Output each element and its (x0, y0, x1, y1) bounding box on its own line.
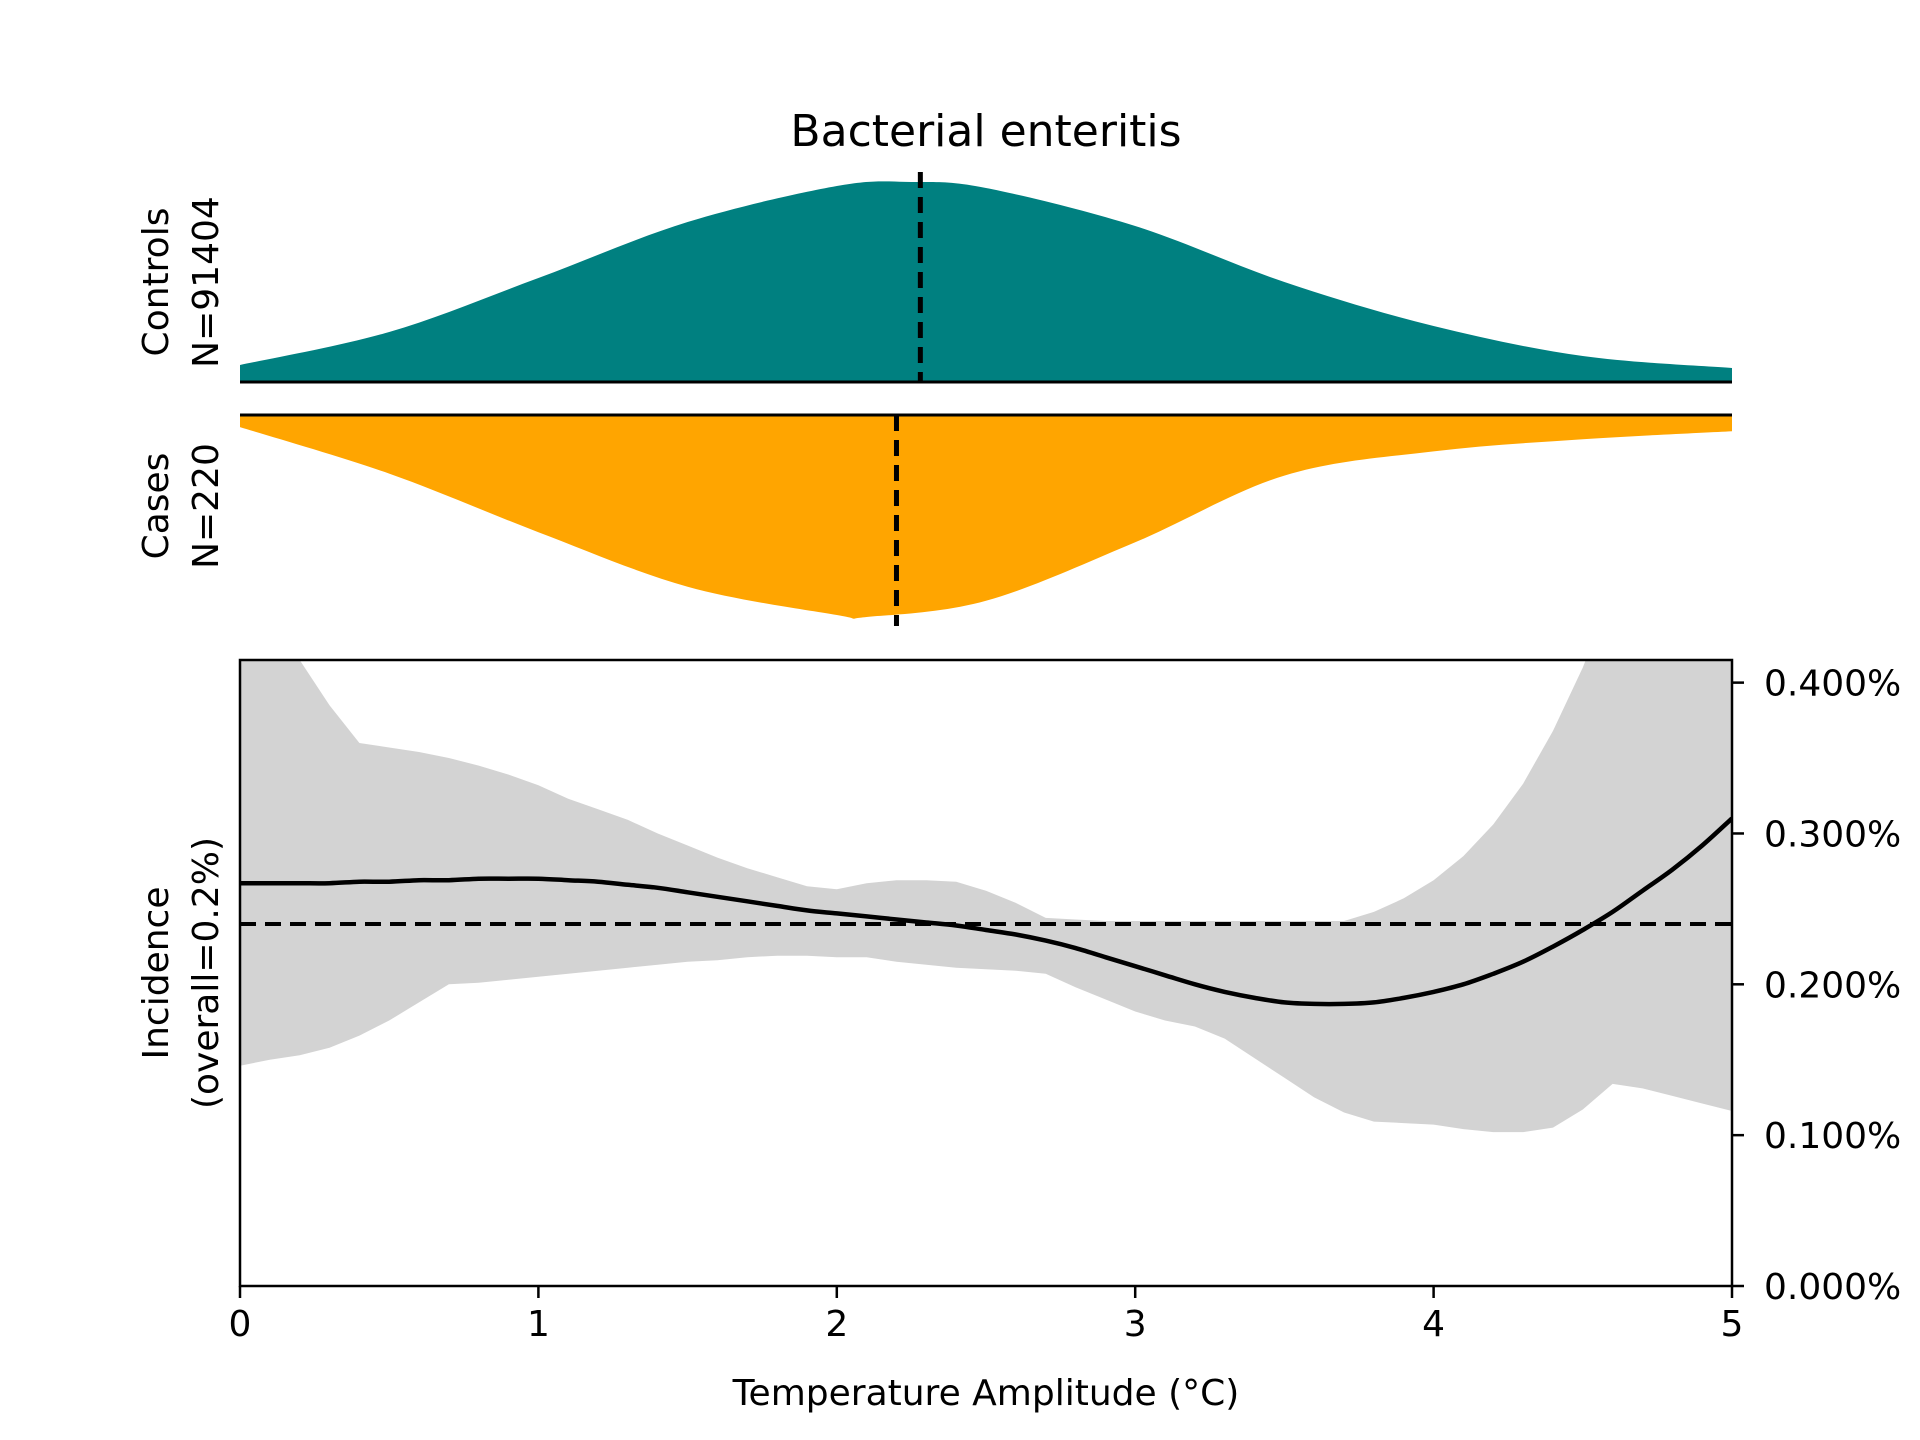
y-axis-ticks: 0.000% 0.100% 0.200% 0.300% 0.400% (1732, 664, 1901, 1308)
cases-density-panel (240, 415, 1732, 626)
y-axis-label-overall: (overall=0.2%) (186, 837, 227, 1109)
incidence-estimate-line (240, 816, 1732, 1007)
y-axis-label: Incidence (136, 887, 177, 1060)
incidence-plot-area (240, 660, 1732, 1133)
x-axis-label: Temperature Amplitude (°C) (732, 1373, 1240, 1414)
controls-density-area (240, 181, 1732, 382)
controls-label: Controls (136, 208, 177, 357)
x-tick-label: 4 (1422, 1304, 1445, 1345)
incidence-axes-frame (238, 658, 1734, 1288)
controls-count-label: N=91404 (186, 196, 227, 368)
y-tick-label: 0.200% (1764, 965, 1901, 1006)
x-tick-label: 5 (1721, 1304, 1744, 1345)
x-tick-label: 1 (527, 1304, 550, 1345)
x-axis-ticks: 0 1 2 3 4 5 (229, 1286, 1744, 1345)
chart-title: Bacterial enteritis (790, 106, 1181, 157)
cases-count-label: N=220 (186, 443, 227, 569)
y-tick-label: 0.300% (1764, 814, 1901, 855)
cases-density-area (240, 415, 1732, 619)
controls-density-panel (240, 172, 1732, 382)
x-tick-label: 0 (229, 1304, 252, 1345)
y-tick-label: 0.100% (1764, 1116, 1901, 1157)
y-tick-label: 0.000% (1764, 1267, 1901, 1308)
cases-label: Cases (136, 453, 177, 560)
y-tick-label: 0.400% (1764, 664, 1901, 705)
x-tick-label: 3 (1124, 1304, 1147, 1345)
confidence-band (240, 660, 1732, 1133)
x-tick-label: 2 (825, 1304, 848, 1345)
